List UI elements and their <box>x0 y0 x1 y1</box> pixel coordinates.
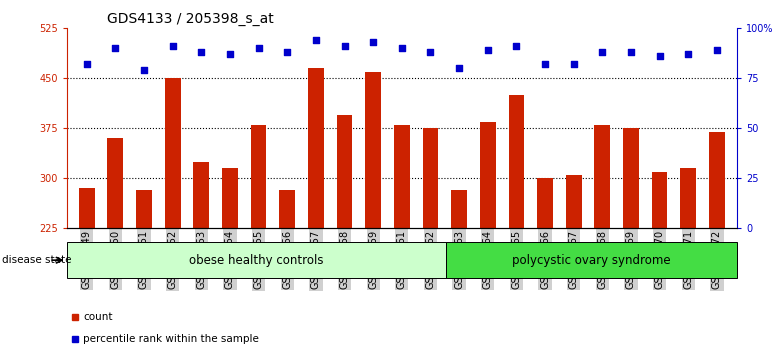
Bar <box>623 128 639 228</box>
Point <box>710 47 723 53</box>
Point <box>568 62 580 67</box>
Point <box>481 47 494 53</box>
Bar <box>194 162 209 228</box>
Bar <box>509 95 524 228</box>
Point <box>138 68 151 73</box>
Bar <box>566 175 582 228</box>
Point <box>682 51 695 57</box>
Point <box>166 44 179 49</box>
Point <box>424 50 437 55</box>
Point <box>281 50 293 55</box>
Bar <box>136 190 152 228</box>
Bar <box>594 125 610 228</box>
Bar <box>365 72 381 228</box>
Text: percentile rank within the sample: percentile rank within the sample <box>83 334 259 344</box>
Text: obese healthy controls: obese healthy controls <box>189 254 323 267</box>
Bar <box>308 68 324 228</box>
FancyBboxPatch shape <box>67 242 445 278</box>
Point <box>223 51 236 57</box>
Point <box>596 50 608 55</box>
Bar <box>652 172 667 228</box>
Text: polycystic ovary syndrome: polycystic ovary syndrome <box>512 254 670 267</box>
Bar <box>709 132 724 228</box>
Text: count: count <box>83 312 113 322</box>
Bar <box>79 188 95 228</box>
Point <box>510 44 523 49</box>
Point <box>625 50 637 55</box>
Bar <box>537 178 553 228</box>
Point <box>539 62 551 67</box>
Bar <box>681 169 696 228</box>
Text: GDS4133 / 205398_s_at: GDS4133 / 205398_s_at <box>107 12 274 26</box>
Point <box>195 50 208 55</box>
Bar <box>251 125 267 228</box>
Bar <box>423 128 438 228</box>
Point <box>310 38 322 43</box>
Text: disease state: disease state <box>2 255 71 265</box>
Bar <box>165 78 180 228</box>
Point <box>338 44 350 49</box>
Bar <box>107 138 123 228</box>
Bar <box>222 169 238 228</box>
Bar <box>336 115 352 228</box>
Bar <box>452 190 467 228</box>
Point <box>395 46 408 51</box>
Bar <box>279 190 295 228</box>
Point <box>81 62 93 67</box>
Bar <box>394 125 410 228</box>
Bar <box>480 122 495 228</box>
Point <box>653 53 666 59</box>
Point <box>252 46 265 51</box>
Point <box>367 40 379 45</box>
FancyBboxPatch shape <box>445 242 737 278</box>
Point <box>453 65 466 71</box>
Point <box>109 46 122 51</box>
